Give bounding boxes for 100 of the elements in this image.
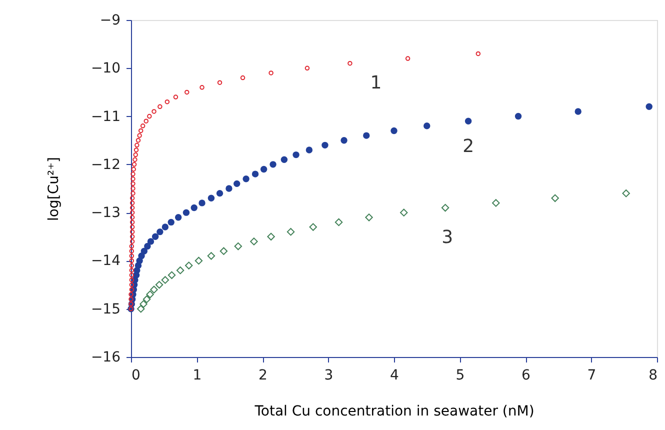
point (130, 215, 135, 220)
point (184, 90, 190, 95)
point (158, 104, 162, 110)
point (150, 286, 158, 294)
point (142, 295, 151, 304)
x-tick-label: 2 (258, 368, 268, 384)
point (129, 263, 134, 268)
point (174, 214, 182, 221)
point (226, 185, 232, 192)
point (194, 256, 203, 265)
x-axis-title: Total Cu concentration in seawater (nM) (254, 404, 534, 420)
point (162, 224, 169, 230)
point (476, 51, 481, 56)
point (130, 176, 136, 182)
point (292, 151, 300, 158)
point (144, 242, 151, 250)
point (129, 254, 134, 258)
point (492, 199, 500, 207)
point (132, 162, 137, 167)
point (185, 262, 193, 270)
point (132, 157, 138, 162)
series-label: 1 (370, 72, 382, 94)
x-tick-label: 5 (456, 368, 465, 384)
point (182, 209, 190, 216)
point (365, 214, 373, 222)
point (140, 300, 148, 308)
point (130, 200, 135, 206)
point (200, 85, 204, 90)
point (234, 180, 240, 188)
point (190, 204, 198, 212)
point (140, 124, 146, 128)
point (138, 128, 144, 134)
point (242, 176, 250, 182)
point (390, 127, 398, 134)
point (146, 290, 154, 298)
point (168, 271, 176, 280)
point (129, 278, 134, 282)
point (130, 181, 136, 186)
point (130, 220, 135, 225)
y-tick-label: −14 (90, 253, 121, 270)
point (574, 108, 582, 115)
point (129, 268, 134, 273)
point (129, 282, 134, 288)
point (220, 247, 228, 255)
point (130, 210, 135, 215)
point (134, 142, 140, 148)
x-tick-label: 4 (390, 368, 400, 384)
x-tick-label: 7 (587, 368, 596, 384)
point (441, 204, 450, 212)
point (152, 109, 156, 114)
point (144, 118, 148, 124)
point (134, 148, 139, 152)
point (252, 170, 259, 178)
x-tick-label: 3 (324, 368, 334, 384)
point (164, 99, 170, 104)
point (130, 234, 135, 240)
point (400, 208, 408, 216)
point (130, 172, 136, 176)
point (340, 137, 348, 144)
point (129, 244, 134, 249)
y-tick-label: −11 (90, 108, 120, 125)
point (260, 166, 268, 173)
point (268, 70, 274, 76)
y-tick-label: −16 (90, 350, 121, 366)
point (137, 133, 142, 138)
point (173, 94, 178, 100)
point (464, 118, 472, 124)
point (130, 229, 135, 234)
x-tick-label: 8 (648, 368, 658, 384)
point (168, 218, 174, 226)
point (152, 233, 159, 240)
point (240, 75, 246, 80)
point (286, 228, 295, 236)
point (176, 266, 184, 274)
point (208, 194, 215, 202)
point (137, 305, 145, 313)
point (334, 218, 343, 226)
series-label: 2 (462, 136, 474, 158)
point (309, 223, 317, 231)
point (217, 80, 222, 85)
point (133, 152, 138, 158)
point (130, 186, 136, 191)
point (129, 287, 134, 292)
series-label: 3 (442, 226, 454, 248)
point (130, 239, 135, 244)
point (306, 146, 313, 154)
point (128, 292, 134, 297)
point (129, 272, 134, 278)
point (129, 248, 134, 254)
point (348, 60, 352, 66)
point (551, 194, 559, 202)
point (155, 280, 164, 289)
x-tick-label: 1 (192, 368, 202, 384)
point (250, 238, 258, 246)
point (270, 161, 276, 168)
point (140, 248, 148, 254)
point (147, 238, 154, 245)
point (156, 228, 164, 236)
point (646, 103, 652, 110)
y-tick-label: −15 (90, 301, 120, 318)
